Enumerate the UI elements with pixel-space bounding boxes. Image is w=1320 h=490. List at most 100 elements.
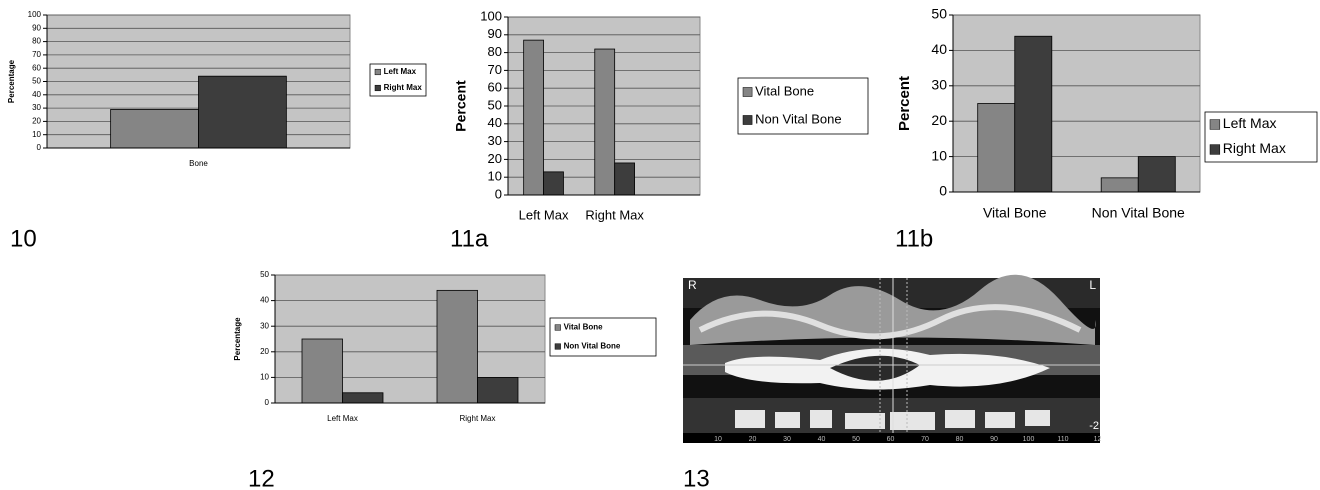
y-tick-label: 0 (939, 183, 947, 199)
y-tick-label: 60 (32, 63, 41, 72)
y-tick-label: 40 (931, 41, 947, 57)
y-tick-label: 60 (488, 80, 502, 95)
y-tick-label: 70 (32, 50, 41, 59)
corner-label: R (688, 278, 697, 292)
legend-label: Right Max (384, 83, 423, 92)
y-tick-label: 50 (260, 270, 269, 279)
legend-swatch (742, 87, 753, 97)
legend-label: Right Max (1223, 140, 1286, 156)
bar (301, 338, 343, 404)
x-tick-label: Bone (189, 159, 208, 168)
legend-swatch (374, 68, 381, 76)
y-tick-label: 40 (488, 115, 502, 130)
scale-label: 30 (783, 436, 791, 443)
y-tick-label: 0 (37, 143, 42, 152)
legend-label: Non Vital Bone (755, 111, 842, 126)
panel-label: 13 (683, 465, 710, 490)
y-tick-label: 20 (931, 112, 947, 128)
y-axis-label: Percentage (7, 59, 16, 103)
scale-label: 70 (921, 436, 929, 443)
legend-swatch (742, 115, 753, 125)
side-label: -2 (1089, 420, 1099, 432)
legend-label: Vital Bone (564, 323, 604, 332)
legend-label: Vital Bone (755, 83, 814, 98)
panel-label: 10 (10, 225, 37, 252)
y-tick-label: 0 (265, 398, 270, 407)
panel-label: 12 (248, 465, 275, 490)
x-tick-label: Left Max (519, 207, 569, 222)
y-tick-label: 30 (260, 321, 269, 330)
bar (198, 75, 287, 149)
scale-label: 80 (956, 436, 964, 443)
y-tick-label: 40 (32, 90, 41, 99)
scale-label: 10 (714, 436, 722, 443)
scale-label: 50 (852, 436, 860, 443)
scale-label: 40 (818, 436, 826, 443)
legend-box (737, 77, 869, 135)
x-tick-label: Non Vital Bone (1092, 205, 1185, 221)
x-tick-label: Right Max (585, 207, 644, 222)
bar (110, 109, 199, 149)
legend-label: Left Max (384, 67, 417, 76)
y-tick-label: 40 (260, 296, 269, 305)
y-tick-label: 0 (495, 186, 502, 201)
bar (1014, 35, 1053, 193)
y-tick-label: 30 (32, 103, 41, 112)
ct-image: R L -2 10 20 30 40 50 60 70 80 90 100 110 12 (683, 274, 1102, 443)
y-tick-label: 90 (488, 26, 502, 41)
x-tick-label: Left Max (327, 414, 358, 423)
bar (1137, 156, 1176, 193)
y-tick-label: 70 (488, 62, 502, 77)
scale-label: 100 (1023, 436, 1035, 443)
y-tick-label: 80 (32, 37, 41, 46)
y-tick-label: 50 (32, 77, 41, 86)
y-tick-label: 10 (32, 130, 41, 139)
y-tick-label: 20 (260, 347, 269, 356)
bar (594, 48, 616, 196)
legend-box (1204, 111, 1318, 163)
y-axis-label: Percentage (233, 317, 242, 361)
y-tick-label: 50 (488, 97, 502, 112)
legend-swatch (1209, 144, 1221, 155)
bar (436, 289, 478, 404)
y-tick-label: 90 (32, 23, 41, 32)
bar (342, 392, 384, 404)
bar (523, 39, 544, 196)
y-axis-label: Percent (896, 76, 913, 131)
y-tick-label: 50 (931, 6, 947, 22)
x-tick-label: Vital Bone (983, 205, 1047, 221)
legend-swatch (1209, 119, 1221, 130)
scale-label: 90 (990, 436, 998, 443)
y-tick-label: 20 (32, 117, 41, 126)
panel-label: 11b (895, 225, 933, 252)
legend-label: Left Max (1223, 115, 1277, 131)
y-tick-label: 10 (260, 373, 269, 382)
legend-swatch (554, 324, 561, 331)
y-tick-label: 30 (488, 133, 502, 148)
x-tick-label: Right Max (459, 414, 495, 423)
legend-swatch (374, 84, 381, 92)
scale-label: 12 (1094, 436, 1102, 443)
bar (477, 376, 519, 404)
bar (543, 171, 564, 196)
bar (977, 103, 1016, 193)
legend-swatch (554, 343, 561, 350)
y-tick-label: 100 (480, 8, 502, 23)
scale-label: 110 (1057, 436, 1068, 443)
panel-label: 11a (450, 225, 489, 252)
y-tick-label: 100 (28, 10, 42, 19)
corner-label: L (1089, 278, 1096, 292)
y-tick-label: 10 (488, 169, 502, 184)
y-tick-label: 80 (488, 44, 502, 59)
y-axis-label: Percent (453, 80, 469, 132)
y-tick-label: 30 (931, 77, 947, 93)
legend-box (549, 317, 657, 357)
bar (614, 162, 635, 196)
y-tick-label: 20 (488, 151, 502, 166)
bar (1100, 177, 1139, 193)
scale-label: 20 (749, 436, 757, 443)
legend-label: Non Vital Bone (564, 342, 621, 351)
scale-label: 60 (887, 436, 895, 443)
y-tick-label: 10 (931, 147, 947, 163)
